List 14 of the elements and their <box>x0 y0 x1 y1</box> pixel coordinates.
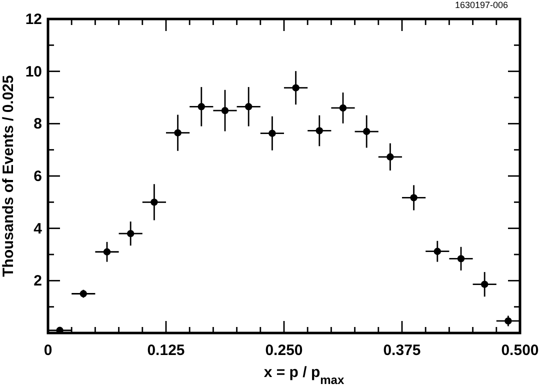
x-tick-label: 0.250 <box>265 342 303 359</box>
x-tick-label: 0.500 <box>501 342 539 359</box>
y-tick-label: 10 <box>25 63 42 80</box>
y-tick-label: 8 <box>34 116 42 133</box>
x-tick-label: 0.375 <box>383 342 421 359</box>
x-tick-label: 0.125 <box>147 342 185 359</box>
text: 1630197-006 <box>454 0 508 10</box>
y-axis-title: Thousands of Events / 0.025 <box>0 75 17 277</box>
x-tick-label: 0 <box>44 342 52 359</box>
y-tick-label: 2 <box>34 272 42 290</box>
x-axis-title: x = p / p$_{max}$ <box>264 364 344 387</box>
y-tick-label: 12 <box>25 11 42 28</box>
y-tick-label: 6 <box>34 168 42 185</box>
y-tick-label: 4 <box>34 220 43 238</box>
